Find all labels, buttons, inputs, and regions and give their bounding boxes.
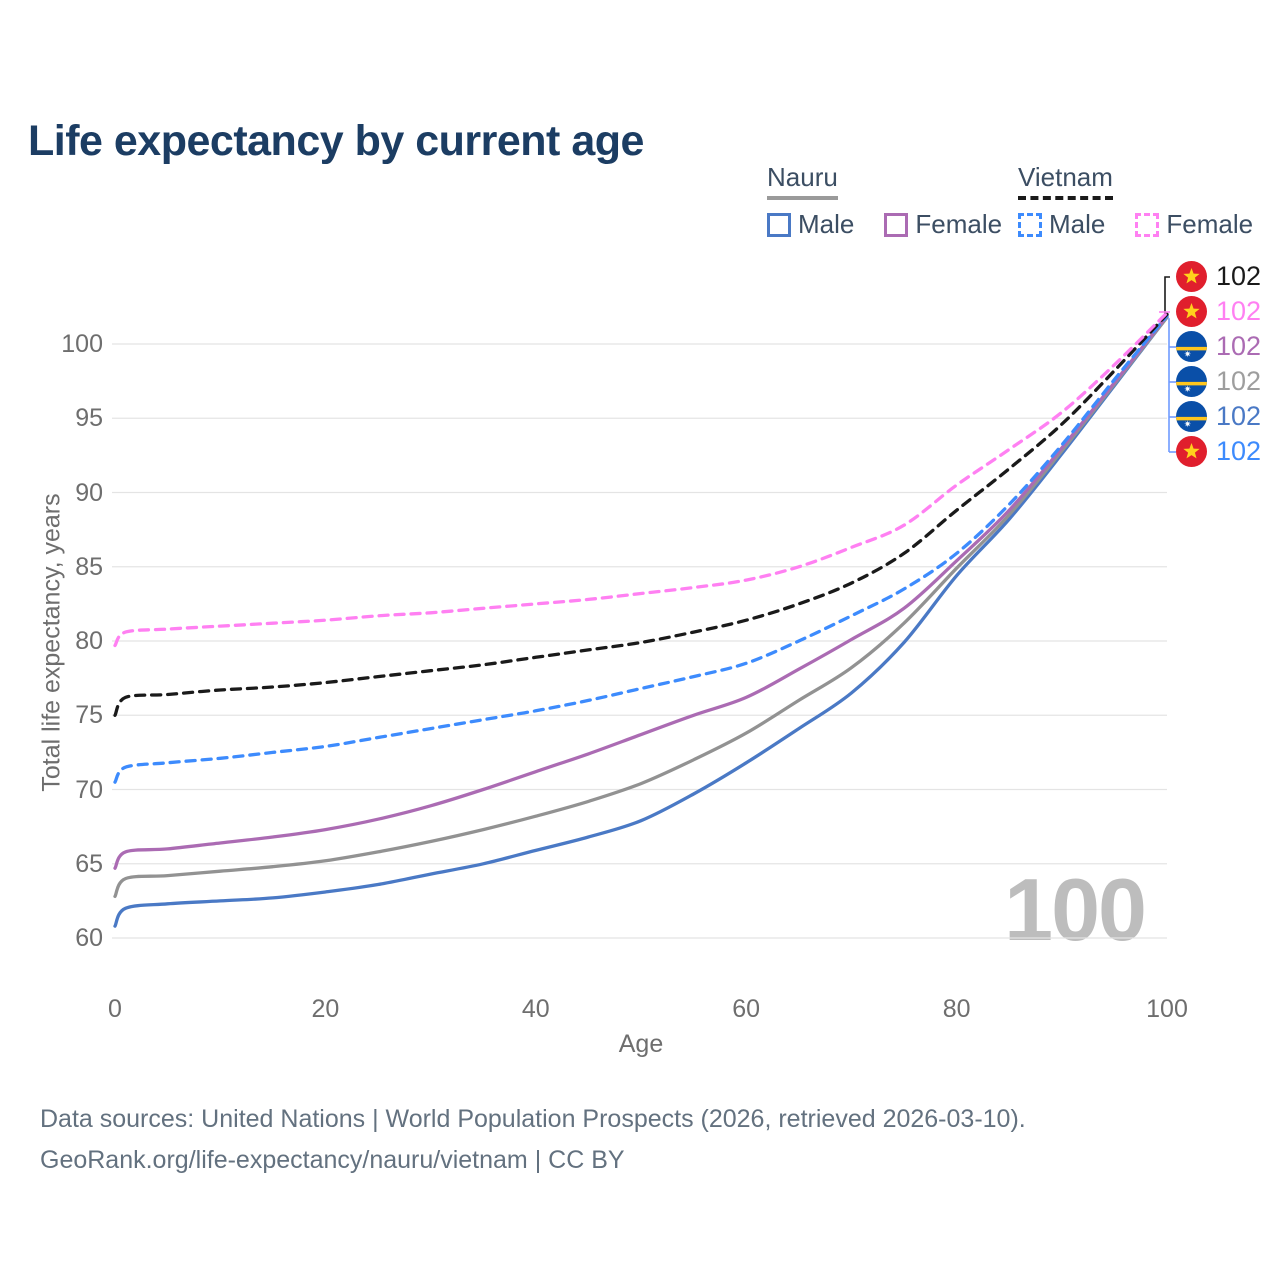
- legend-swatch-icon: [1018, 212, 1042, 237]
- legend-item-vietnam-male[interactable]: Male: [1018, 209, 1105, 240]
- x-axis-title: Age: [618, 1030, 664, 1058]
- line-vietnam-male[interactable]: [113, 314, 1169, 784]
- nauru-flag-icon: [1176, 401, 1207, 432]
- legend-header-nauru[interactable]: Nauru: [767, 162, 838, 200]
- nauru-flag-icon: [1176, 331, 1207, 362]
- footer-link: GeoRank.org/life-expectancy/nauru/vietna…: [40, 1146, 625, 1174]
- legend-item-nauru-male[interactable]: Male: [767, 209, 854, 240]
- legend-group-nauru: Nauru Male Female: [767, 162, 1032, 240]
- legend-header-vietnam[interactable]: Vietnam: [1018, 162, 1113, 200]
- x-tick-label-60: 60: [732, 995, 761, 1023]
- legend-item-label: Female: [1166, 209, 1254, 239]
- nauru-flag-icon: [1176, 366, 1207, 397]
- line-nauru-female[interactable]: [113, 314, 1169, 870]
- current-age-watermark: 100: [1004, 860, 1147, 959]
- end-label-nauru-female[interactable]: 102: [1176, 331, 1261, 362]
- end-label-value: 102: [1216, 366, 1262, 396]
- y-tick-label-90: 90: [75, 478, 103, 507]
- y-tick-label-70: 70: [75, 775, 103, 804]
- y-tick-label-65: 65: [75, 849, 103, 878]
- y-tick-label-95: 95: [75, 404, 103, 433]
- legend-item-row: Male Female: [767, 209, 1032, 240]
- legend-swatch-icon: [767, 212, 791, 237]
- y-tick-label-85: 85: [75, 552, 103, 581]
- end-label-vietnam-total[interactable]: 102: [1176, 261, 1261, 292]
- legend-swatch-icon: [1135, 212, 1160, 237]
- legend-item-nauru-female[interactable]: Female: [884, 209, 1002, 240]
- x-tick-label-100: 100: [1146, 995, 1188, 1023]
- end-label-value: 102: [1216, 436, 1262, 466]
- vietnam-flag-icon: [1176, 261, 1207, 292]
- end-label-vietnam-male[interactable]: 102: [1176, 436, 1261, 467]
- vietnam-flag-icon: [1176, 436, 1207, 467]
- line-nauru-total[interactable]: [113, 315, 1169, 899]
- legend-group-vietnam: Vietnam Male Female: [1018, 162, 1280, 240]
- x-tick-label-20: 20: [311, 995, 340, 1023]
- connector-vietnam-total: [1164, 276, 1170, 314]
- end-label-value: 102: [1216, 296, 1262, 326]
- y-tick-label-60: 60: [75, 924, 103, 952]
- footer-sources: Data sources: United Nations | World Pop…: [40, 1105, 1026, 1133]
- chart-title: Life expectancy by current age: [28, 116, 644, 165]
- x-tick-label-80: 80: [942, 995, 971, 1023]
- y-tick-label-75: 75: [75, 701, 103, 730]
- end-label-value: 102: [1216, 331, 1262, 361]
- legend-swatch-icon: [884, 212, 909, 237]
- legend-item-label: Male: [1049, 209, 1106, 239]
- x-tick-label-0: 0: [108, 995, 122, 1023]
- line-nauru-male[interactable]: [113, 315, 1169, 928]
- end-label-vietnam-female[interactable]: 102: [1176, 296, 1261, 327]
- end-label-value: 102: [1216, 261, 1262, 291]
- legend-item-vietnam-female[interactable]: Female: [1135, 209, 1253, 240]
- legend-item-row: Male Female: [1018, 209, 1280, 240]
- end-label-nauru-total[interactable]: 102: [1176, 366, 1261, 397]
- vietnam-flag-icon: [1176, 296, 1207, 327]
- line-vietnam-total[interactable]: [113, 312, 1169, 717]
- end-label-value: 102: [1216, 401, 1262, 431]
- legend-item-label: Female: [915, 209, 1003, 239]
- x-tick-label-40: 40: [521, 995, 550, 1023]
- line-vietnam-female[interactable]: [113, 311, 1169, 648]
- legend-item-label: Male: [798, 209, 855, 239]
- y-tick-label-100: 100: [61, 330, 103, 358]
- y-tick-label-80: 80: [75, 627, 103, 655]
- end-label-nauru-male[interactable]: 102: [1176, 401, 1261, 432]
